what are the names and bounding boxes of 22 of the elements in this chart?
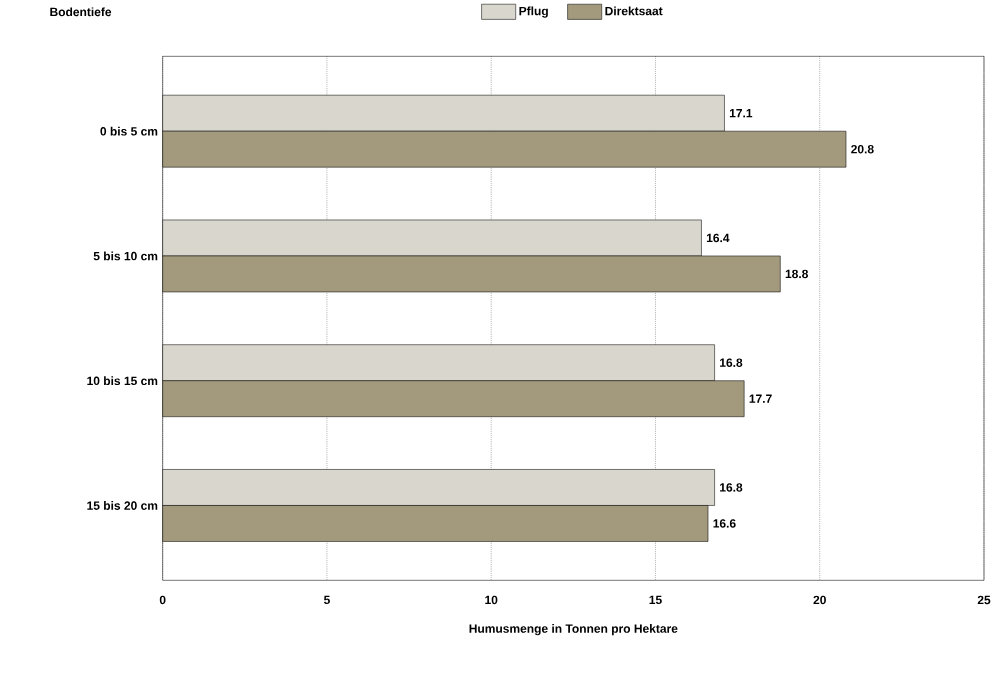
data-label: 18.8 [785,269,809,279]
y-tick-label: 10 bis 15 cm [87,376,158,385]
data-label: 17.1 [729,108,753,118]
y-tick-label: 15 bis 20 cm [87,500,158,510]
y-tick-label: 5 bis 10 cm [93,251,158,261]
data-label: 16.6 [713,519,736,528]
x-axis-title: Humusmenge in Tonnen pro Hektare [469,623,678,636]
legend-label: Direktsaat [605,6,663,16]
data-label: 20.8 [851,144,874,154]
y-tick-label: 0 bis 5 cm [100,126,158,136]
x-tick-label: 5 [323,595,330,604]
legend-label: Pflug [519,6,548,18]
x-tick-label: 0 [159,595,166,605]
x-tick-label: 10 [485,595,498,605]
x-tick-label: 20 [813,595,826,605]
data-label: 16.4 [706,233,730,243]
x-tick-label: 15 [649,595,662,604]
data-label: 16.8 [720,358,743,367]
y-axis-title: Bodentiefe [50,7,112,17]
x-tick-label: 25 [977,595,991,605]
data-label: 17.7 [749,394,772,403]
data-label: 16.8 [720,483,743,492]
